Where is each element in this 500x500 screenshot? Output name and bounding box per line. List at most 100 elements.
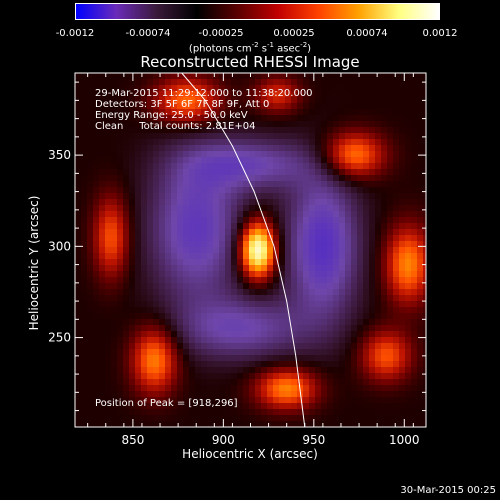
heatmap-cell <box>183 385 190 392</box>
heatmap-cell <box>207 175 214 182</box>
heatmap-cell <box>117 391 124 398</box>
heatmap-cell <box>231 229 238 236</box>
heatmap-cell <box>249 397 256 404</box>
heatmap-cell <box>171 73 178 80</box>
heatmap-cell <box>369 145 376 152</box>
heatmap-cell <box>261 373 268 380</box>
heatmap-cell <box>279 133 286 140</box>
heatmap-cell <box>381 379 388 386</box>
heatmap-cell <box>123 73 130 80</box>
heatmap-cell <box>351 355 358 362</box>
heatmap-cell <box>273 223 280 230</box>
heatmap-cell <box>387 409 394 416</box>
heatmap-cell <box>195 361 202 368</box>
heatmap-cell <box>327 277 334 284</box>
heatmap-cell <box>153 307 160 314</box>
heatmap-cell <box>135 289 142 296</box>
heatmap-cell <box>261 349 268 356</box>
heatmap-cell <box>297 259 304 266</box>
heatmap-cell <box>315 355 322 362</box>
heatmap-cell <box>291 295 298 302</box>
heatmap-cell <box>243 355 250 362</box>
heatmap-cell <box>411 361 418 368</box>
heatmap-cell <box>327 139 334 146</box>
heatmap-cell <box>147 103 154 110</box>
heatmap-cell <box>351 91 358 98</box>
heatmap-cell <box>207 145 214 152</box>
heatmap-cell <box>285 205 292 212</box>
heatmap-cell <box>321 139 328 146</box>
heatmap-cell <box>141 313 148 320</box>
heatmap-cell <box>411 241 418 248</box>
heatmap-cell <box>189 421 196 428</box>
heatmap-cell <box>399 391 406 398</box>
heatmap-cell <box>165 217 172 224</box>
heatmap-cell <box>225 235 232 242</box>
heatmap-cell <box>255 385 262 392</box>
heatmap-cell <box>303 421 310 428</box>
heatmap-cell <box>417 121 424 128</box>
heatmap-cell <box>333 217 340 224</box>
heatmap-cell <box>141 331 148 338</box>
heatmap-cell <box>171 331 178 338</box>
heatmap-cell <box>129 115 136 122</box>
heatmap-cell <box>369 181 376 188</box>
heatmap-cell <box>135 145 142 152</box>
heatmap-cell <box>345 397 352 404</box>
heatmap-cell <box>351 109 358 116</box>
heatmap-cell <box>231 187 238 194</box>
heatmap-cell <box>315 319 322 326</box>
heatmap-cell <box>249 151 256 158</box>
heatmap-cell <box>243 253 250 260</box>
heatmap-cell <box>255 271 262 278</box>
heatmap-cell <box>309 205 316 212</box>
heatmap-cell <box>81 157 88 164</box>
heatmap-cell <box>279 367 286 374</box>
heatmap-cell <box>345 175 352 182</box>
heatmap-cell <box>135 229 142 236</box>
heatmap-cell <box>231 241 238 248</box>
heatmap-cell <box>411 403 418 410</box>
heatmap-cell <box>105 325 112 332</box>
heatmap-cell <box>105 403 112 410</box>
heatmap-cell <box>93 193 100 200</box>
heatmap-cell <box>81 85 88 92</box>
heatmap-cell <box>387 397 394 404</box>
heatmap-cell <box>285 199 292 206</box>
heatmap-cell <box>141 301 148 308</box>
heatmap-cell <box>105 211 112 218</box>
heatmap-cell <box>255 277 262 284</box>
heatmap-cell <box>327 307 334 314</box>
heatmap-cell <box>105 337 112 344</box>
heatmap-cell <box>213 181 220 188</box>
heatmap-cell <box>111 283 118 290</box>
heatmap-cell <box>183 235 190 242</box>
heatmap-cell <box>375 217 382 224</box>
heatmap-cell <box>135 385 142 392</box>
heatmap-cell <box>237 181 244 188</box>
heatmap-cell <box>315 337 322 344</box>
heatmap-cell <box>141 85 148 92</box>
heatmap-cell <box>129 247 136 254</box>
heatmap-cell <box>129 349 136 356</box>
heatmap-cell <box>387 85 394 92</box>
heatmap-cell <box>261 193 268 200</box>
heatmap-cell <box>213 421 220 428</box>
heatmap-cell <box>279 247 286 254</box>
heatmap-cell <box>405 313 412 320</box>
heatmap-cell <box>207 217 214 224</box>
heatmap-cell <box>279 343 286 350</box>
heatmap-cell <box>393 415 400 422</box>
heatmap-cell <box>135 355 142 362</box>
heatmap-cell <box>423 229 427 236</box>
heatmap-cell <box>93 337 100 344</box>
heatmap-cell <box>99 151 106 158</box>
heatmap-cell <box>255 319 262 326</box>
heatmap-cell <box>99 373 106 380</box>
heatmap-cell <box>363 283 370 290</box>
heatmap-cell <box>147 397 154 404</box>
heatmap-cell <box>345 229 352 236</box>
heatmap-cell <box>135 331 142 338</box>
heatmap-cell <box>423 349 427 356</box>
heatmap-cell <box>189 187 196 194</box>
